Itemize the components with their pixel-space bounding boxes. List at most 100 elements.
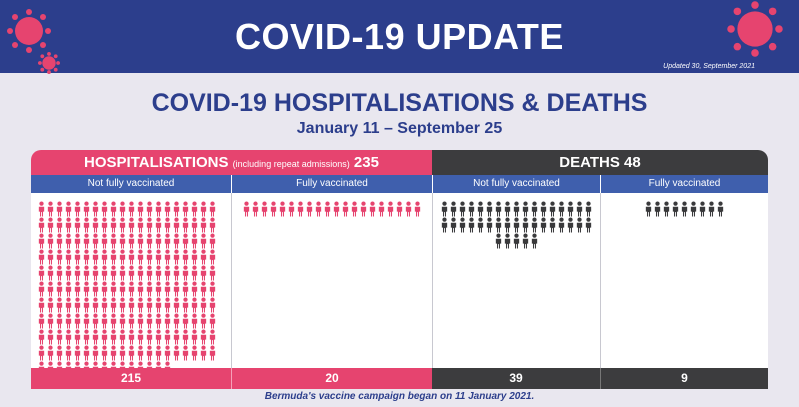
person-icon xyxy=(549,217,556,233)
person-icon xyxy=(690,201,697,217)
person-icon xyxy=(101,329,108,345)
hosp-not-fully-panel xyxy=(31,193,231,377)
person-icon xyxy=(645,201,652,217)
person-icon xyxy=(74,265,81,281)
coronavirus-icon xyxy=(7,9,51,53)
person-icon xyxy=(182,281,189,297)
person-icon xyxy=(38,265,45,281)
person-icon xyxy=(74,249,81,265)
person-icon xyxy=(38,297,45,313)
person-icon xyxy=(155,345,162,361)
person-icon xyxy=(110,329,117,345)
person-icon xyxy=(182,345,189,361)
person-icon xyxy=(47,313,54,329)
person-icon xyxy=(137,313,144,329)
person-icon xyxy=(477,201,484,217)
person-icon xyxy=(450,201,457,217)
person-icon xyxy=(333,201,340,217)
person-icon xyxy=(101,265,108,281)
person-icon xyxy=(155,217,162,233)
person-icon xyxy=(164,297,171,313)
person-icon xyxy=(531,201,538,217)
person-icon xyxy=(164,217,171,233)
person-icon xyxy=(209,329,216,345)
person-icon xyxy=(173,217,180,233)
person-icon xyxy=(56,329,63,345)
person-icon xyxy=(155,233,162,249)
person-icon xyxy=(128,313,135,329)
person-icon xyxy=(191,201,198,217)
person-icon xyxy=(155,281,162,297)
person-icon xyxy=(576,201,583,217)
person-icon xyxy=(200,281,207,297)
person-icon xyxy=(137,297,144,313)
person-icon xyxy=(38,249,45,265)
person-icon xyxy=(708,201,715,217)
person-icon xyxy=(441,217,448,233)
person-icon xyxy=(414,201,421,217)
person-icon xyxy=(92,297,99,313)
deaths-fully-count: 9 xyxy=(600,368,768,389)
person-icon xyxy=(74,345,81,361)
person-icon xyxy=(47,217,54,233)
person-icon xyxy=(56,233,63,249)
person-icon xyxy=(119,249,126,265)
deaths-fully-panel xyxy=(600,193,768,368)
person-icon xyxy=(164,345,171,361)
person-icon xyxy=(558,201,565,217)
person-icon xyxy=(173,201,180,217)
person-icon xyxy=(101,249,108,265)
person-icon xyxy=(495,217,502,233)
banner-title: COVID-19 UPDATE xyxy=(235,16,564,57)
person-icon xyxy=(47,329,54,345)
person-icon xyxy=(110,249,117,265)
person-icon xyxy=(137,201,144,217)
person-icon xyxy=(74,297,81,313)
person-icon xyxy=(200,345,207,361)
person-icon xyxy=(486,201,493,217)
person-icon xyxy=(155,297,162,313)
person-icon xyxy=(173,313,180,329)
person-icon xyxy=(110,233,117,249)
person-icon xyxy=(74,233,81,249)
person-icon xyxy=(38,313,45,329)
person-icon xyxy=(47,265,54,281)
person-icon xyxy=(74,281,81,297)
person-icon xyxy=(101,345,108,361)
person-icon xyxy=(182,313,189,329)
person-icon xyxy=(65,313,72,329)
person-icon xyxy=(243,201,250,217)
person-icon xyxy=(83,233,90,249)
icon-grid xyxy=(433,201,600,249)
person-icon xyxy=(137,265,144,281)
person-icon xyxy=(146,297,153,313)
person-icon xyxy=(101,233,108,249)
person-icon xyxy=(173,265,180,281)
person-icon xyxy=(65,249,72,265)
person-icon xyxy=(146,265,153,281)
person-icon xyxy=(56,297,63,313)
person-icon xyxy=(110,313,117,329)
person-icon xyxy=(83,297,90,313)
person-icon xyxy=(182,201,189,217)
person-icon xyxy=(110,217,117,233)
person-icon xyxy=(74,329,81,345)
person-icon xyxy=(146,233,153,249)
person-icon xyxy=(164,201,171,217)
person-icon xyxy=(119,281,126,297)
top-banner: COVID-19 UPDATE Updated 30, September 20… xyxy=(0,0,799,74)
person-icon xyxy=(56,265,63,281)
person-icon xyxy=(191,217,198,233)
person-icon xyxy=(164,313,171,329)
person-icon xyxy=(191,281,198,297)
hospitalisations-header: HOSPITALISATIONS (including repeat admis… xyxy=(31,150,432,175)
person-icon xyxy=(56,281,63,297)
person-icon xyxy=(173,297,180,313)
person-icon xyxy=(92,345,99,361)
person-icon xyxy=(173,233,180,249)
person-icon xyxy=(200,217,207,233)
person-icon xyxy=(137,345,144,361)
person-icon xyxy=(83,265,90,281)
person-icon xyxy=(128,249,135,265)
person-icon xyxy=(191,345,198,361)
